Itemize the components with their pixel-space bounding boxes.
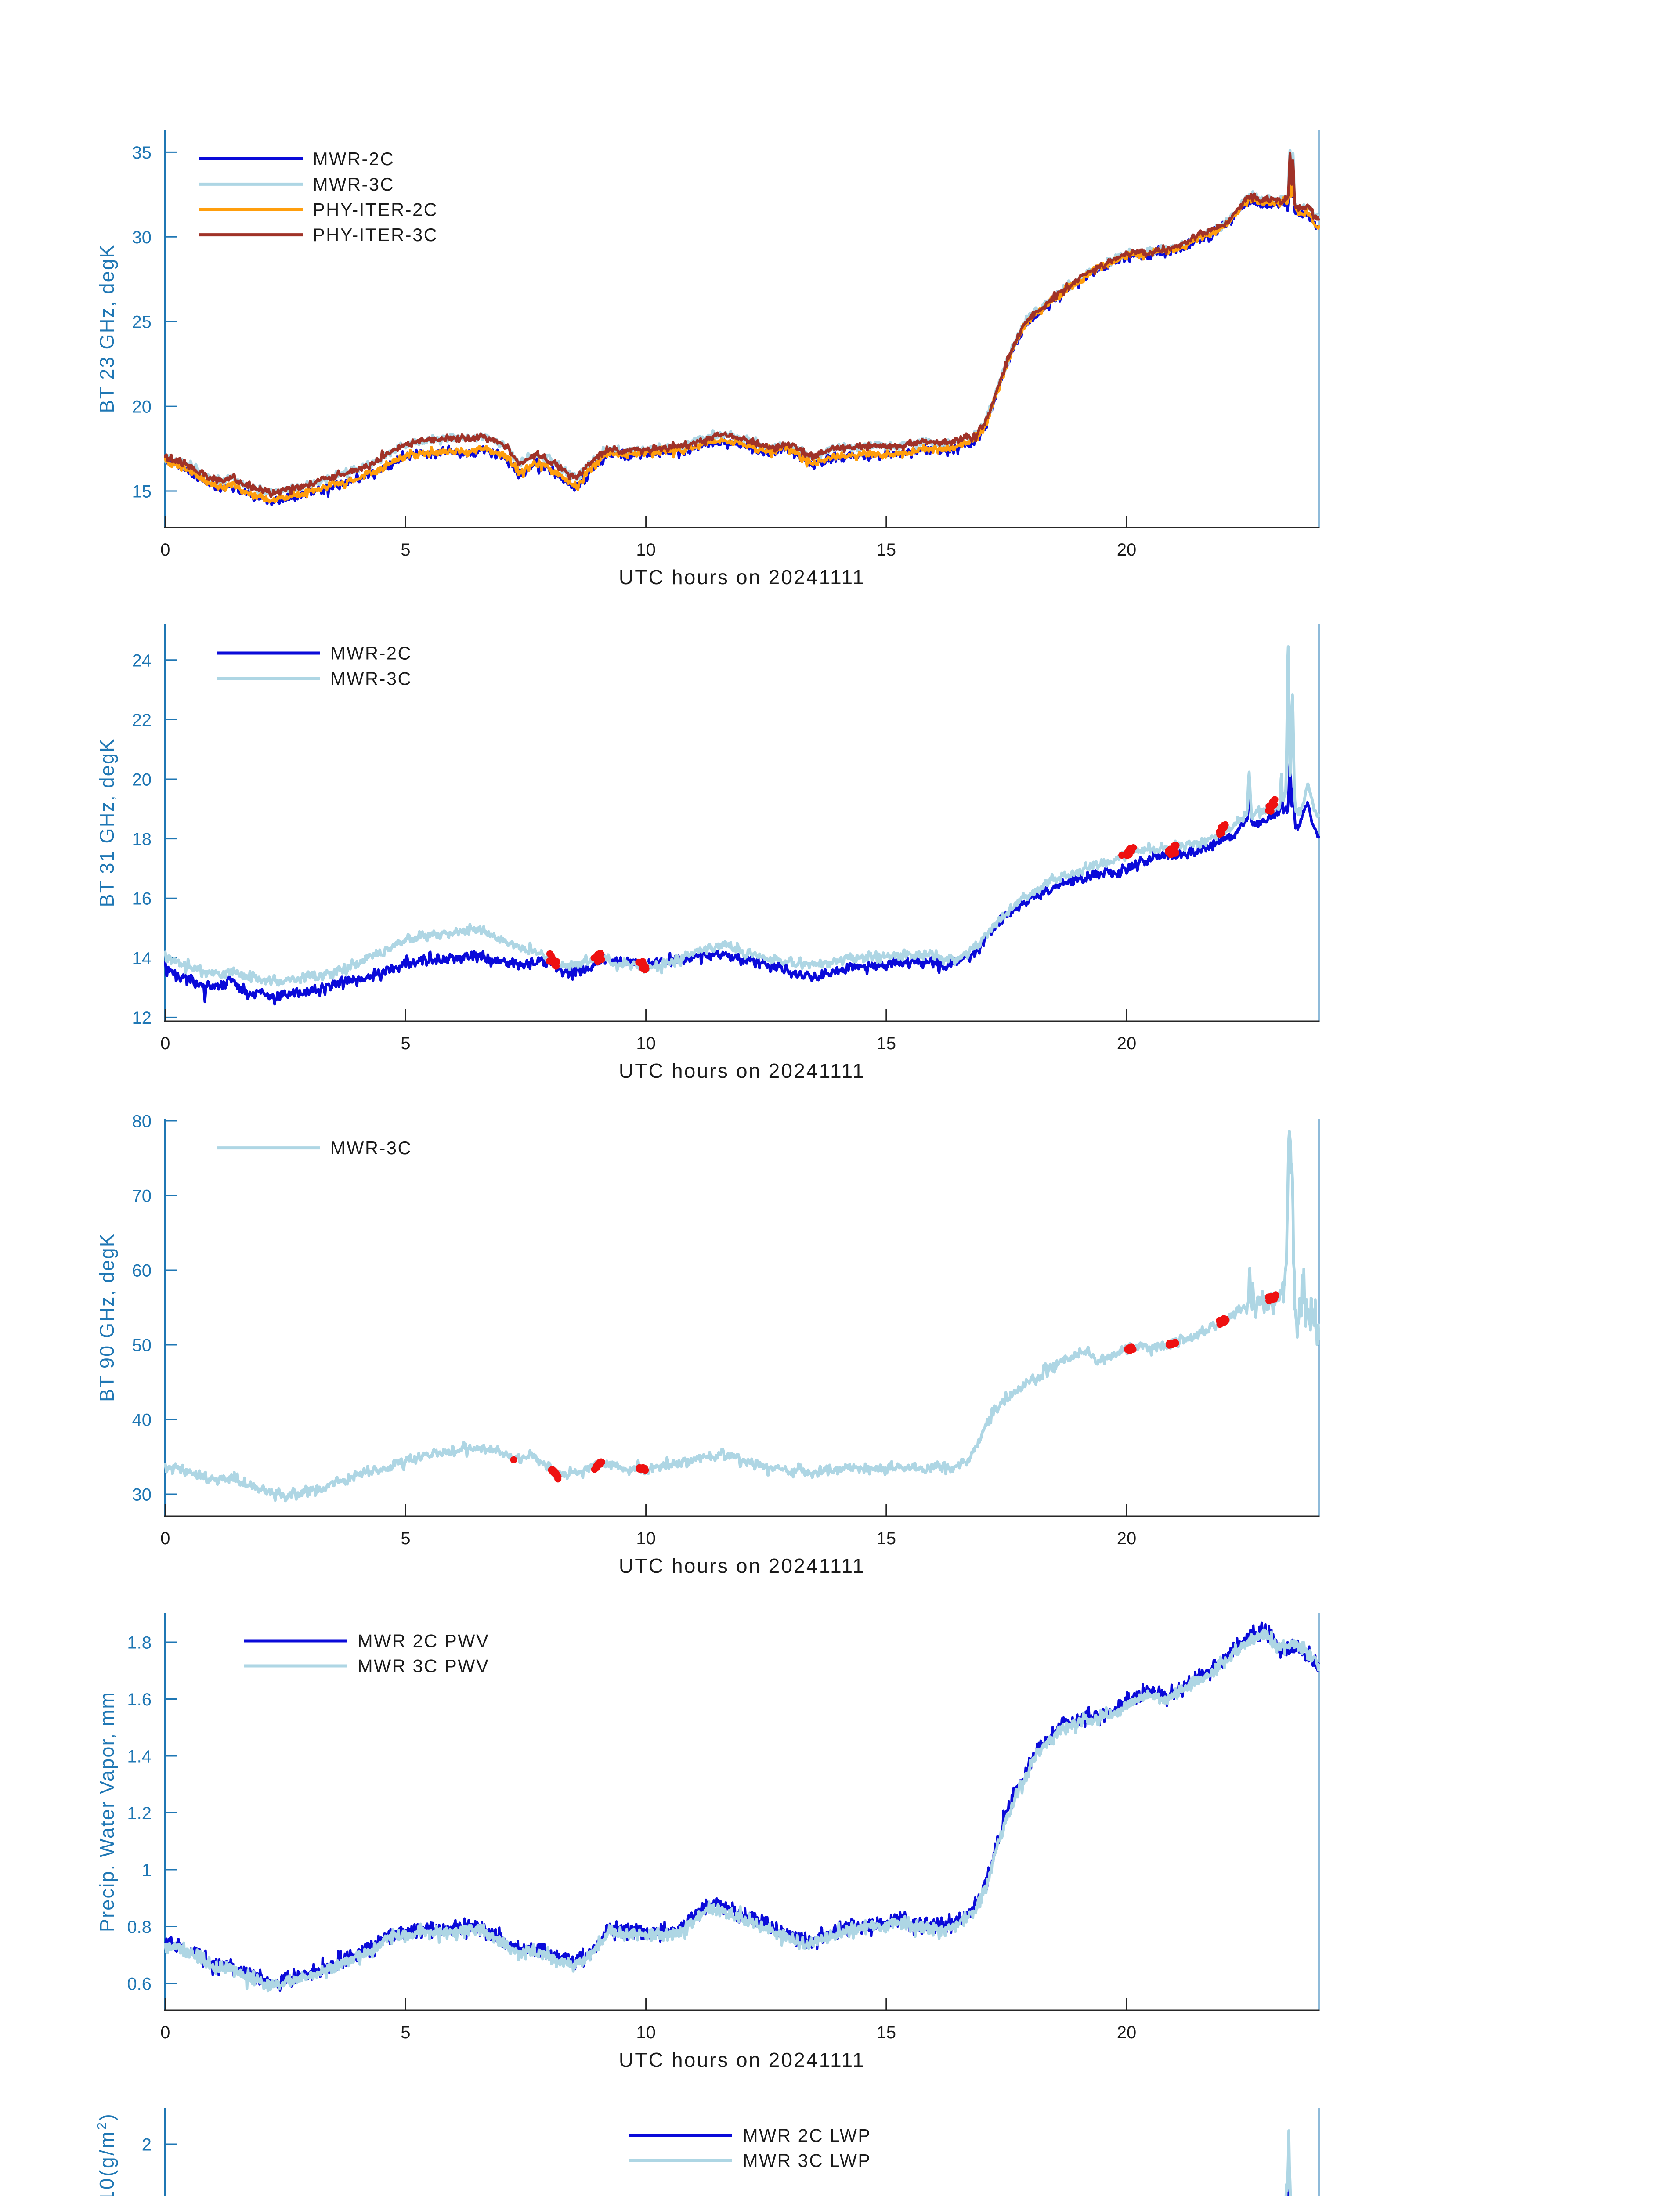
svg-text:20: 20 — [132, 397, 152, 417]
svg-text:BT 90 GHz, degK: BT 90 GHz, degK — [96, 1233, 118, 1402]
svg-text:10: 10 — [636, 540, 656, 560]
svg-text:12: 12 — [132, 1008, 152, 1028]
svg-text:10: 10 — [636, 2023, 656, 2042]
svg-text:70: 70 — [132, 1187, 152, 1206]
svg-text:5: 5 — [401, 2023, 410, 2042]
svg-text:20: 20 — [1117, 1529, 1137, 1548]
svg-text:20: 20 — [1117, 2023, 1137, 2042]
svg-text:15: 15 — [132, 482, 152, 502]
svg-text:UTC hours on 20241111: UTC hours on 20241111 — [619, 1554, 865, 1577]
svg-text:14: 14 — [132, 949, 152, 968]
svg-text:MWR-2C: MWR-2C — [330, 643, 412, 664]
svg-text:PHY-ITER-3C: PHY-ITER-3C — [313, 224, 438, 245]
svg-text:0: 0 — [160, 1529, 170, 1548]
svg-text:UTC hours on 20241111: UTC hours on 20241111 — [619, 1059, 865, 1082]
svg-text:50: 50 — [132, 1336, 152, 1355]
svg-text:MWR 2C LWP: MWR 2C LWP — [743, 2125, 871, 2146]
svg-text:0: 0 — [160, 2023, 170, 2042]
svg-text:10: 10 — [636, 1529, 656, 1548]
svg-text:5: 5 — [401, 540, 410, 560]
svg-text:BT 23 GHz, degK: BT 23 GHz, degK — [96, 244, 118, 413]
svg-text:18: 18 — [132, 830, 152, 849]
svg-text:15: 15 — [877, 1529, 896, 1548]
svg-text:1.6: 1.6 — [127, 1690, 152, 1709]
svg-text:1.8: 1.8 — [127, 1633, 152, 1653]
svg-text:MWR 2C PWV: MWR 2C PWV — [358, 1631, 489, 1651]
svg-text:0.6: 0.6 — [127, 1975, 152, 1994]
svg-text:24: 24 — [132, 651, 152, 670]
svg-text:20: 20 — [1117, 540, 1137, 560]
svg-text:20: 20 — [1117, 1034, 1137, 1053]
svg-text:BT 31 GHz, degK: BT 31 GHz, degK — [96, 738, 118, 907]
svg-text:25: 25 — [132, 313, 152, 332]
svg-text:35: 35 — [132, 143, 152, 163]
svg-text:20: 20 — [132, 770, 152, 790]
svg-text:1.2: 1.2 — [127, 1804, 152, 1823]
svg-text:15: 15 — [877, 1034, 896, 1053]
svg-text:16: 16 — [132, 889, 152, 909]
svg-text:1: 1 — [142, 1861, 152, 1880]
svg-text:15: 15 — [877, 2023, 896, 2042]
svg-text:MWR-3C: MWR-3C — [313, 174, 394, 195]
svg-text:UTC hours on 20241111: UTC hours on 20241111 — [619, 2048, 865, 2071]
svg-text:UTC hours on 20241111: UTC hours on 20241111 — [619, 566, 865, 589]
svg-text:MWR-2C: MWR-2C — [313, 148, 394, 169]
svg-text:10: 10 — [636, 1034, 656, 1053]
svg-text:5: 5 — [401, 1529, 410, 1548]
svg-text:0: 0 — [160, 540, 170, 560]
svg-text:30: 30 — [132, 1485, 152, 1505]
svg-text:60: 60 — [132, 1261, 152, 1281]
svg-text:MWR-3C: MWR-3C — [330, 668, 412, 689]
svg-text:15: 15 — [877, 540, 896, 560]
svg-text:1.4: 1.4 — [127, 1747, 152, 1766]
svg-text:MWR 3C PWV: MWR 3C PWV — [358, 1656, 489, 1676]
svg-text:Precip. Water Vapor, mm: Precip. Water Vapor, mm — [96, 1691, 118, 1932]
svg-text:2: 2 — [142, 2135, 152, 2155]
svg-text:0: 0 — [160, 1034, 170, 1053]
svg-text:30: 30 — [132, 228, 152, 247]
svg-text:log10 Liquid Water Path, log10: log10 Liquid Water Path, log10(g/m2) — [94, 2113, 118, 2196]
svg-text:5: 5 — [401, 1034, 410, 1053]
svg-text:PHY-ITER-2C: PHY-ITER-2C — [313, 199, 438, 220]
svg-text:MWR-3C: MWR-3C — [330, 1138, 412, 1158]
svg-text:MWR 3C LWP: MWR 3C LWP — [743, 2150, 871, 2171]
svg-text:0.8: 0.8 — [127, 1918, 152, 1937]
svg-text:22: 22 — [132, 711, 152, 730]
svg-text:80: 80 — [132, 1112, 152, 1131]
svg-text:40: 40 — [132, 1411, 152, 1430]
